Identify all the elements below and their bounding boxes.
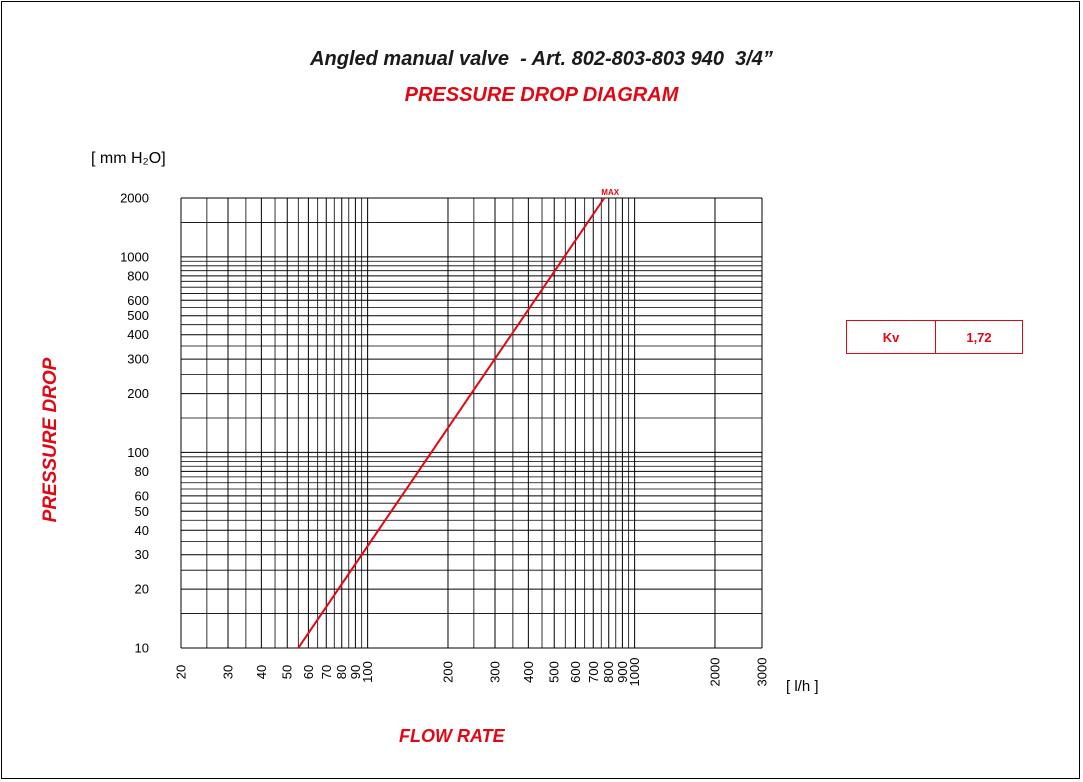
x-tick-label: 40 [254,665,269,679]
x-tick-label: 50 [280,665,295,679]
x-tick-label: 200 [440,661,455,683]
x-tick-label: 70 [319,665,334,679]
y-tick-label: 600 [127,293,149,308]
x-tick-label: 60 [301,665,316,679]
y-tick-label: 60 [135,488,149,503]
x-tick-label: 30 [221,665,236,679]
x-axis-unit: [ l/h ] [786,678,819,695]
y-tick-label: 800 [127,268,149,283]
x-tick-label: 3000 [755,658,770,687]
pressure-drop-line [297,197,606,649]
chart-title: Angled manual valve - Art. 802-803-803 9… [310,48,773,70]
y-tick-label: 80 [135,464,149,479]
x-tick-label: 100 [360,661,375,683]
x-tick-label: 300 [488,661,503,683]
max-annotation: MAX [601,188,619,197]
y-tick-label: 2000 [120,191,149,206]
x-tick-label: 500 [547,661,562,683]
y-tick-label: 1000 [120,249,149,264]
x-tick-label: 80 [334,665,349,679]
y-tick-label: 20 [135,582,149,597]
y-tick-label: 300 [127,352,149,367]
kv-label: Kv [847,321,936,353]
x-tick-label: 600 [568,661,583,683]
x-axis-label: FLOW RATE [399,726,505,746]
y-tick-label: 200 [127,386,149,401]
kv-box: Kv 1,72 [846,320,1023,354]
chart-subtitle: PRESSURE DROP DIAGRAM [404,84,679,106]
y-tick-label: 50 [135,504,149,519]
y-tick-label: 40 [135,523,149,538]
x-tick-label: 90 [348,665,363,679]
x-tick-label: 800 [601,661,616,683]
series-layer: MAX [297,188,620,649]
x-tick-label: 2000 [707,658,722,687]
x-tick-label: 700 [586,661,601,683]
y-tick-label: 400 [127,327,149,342]
kv-value: 1,72 [966,329,992,345]
y-axis-unit: [ mm H₂O] [91,150,166,167]
y-tick-label: 10 [135,641,149,656]
y-tick-label: 30 [135,547,149,562]
y-tick-label: 500 [127,308,149,323]
x-tick-label: 400 [521,661,536,683]
x-tick-label: 900 [615,661,630,683]
grid [180,197,763,649]
x-tick-label: 20 [174,665,189,679]
y-tick-label: 100 [127,445,149,460]
x-tick-label: 1000 [627,658,642,687]
